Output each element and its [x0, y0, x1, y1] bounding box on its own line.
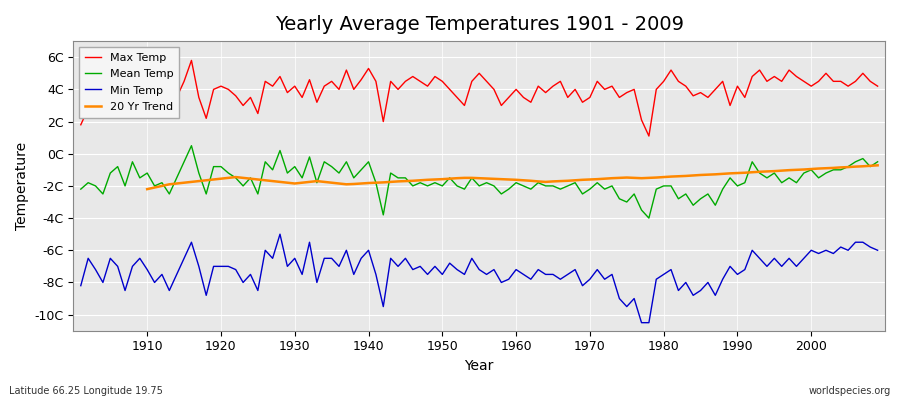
20 Yr Trend: [311, 179, 322, 184]
Min Temp: [134, 256, 145, 261]
Y-axis label: Temperature: Temperature: [15, 142, 29, 230]
Max Temp: [348, 87, 359, 92]
Max Temp: [134, 90, 145, 95]
Min Temp: [518, 272, 529, 277]
Line: Max Temp: Max Temp: [81, 60, 878, 136]
Max Temp: [644, 134, 654, 138]
Mean Temp: [518, 184, 529, 188]
Legend: Max Temp, Mean Temp, Min Temp, 20 Yr Trend: Max Temp, Mean Temp, Min Temp, 20 Yr Tre…: [79, 47, 179, 118]
20 Yr Trend: [835, 165, 846, 170]
Text: worldspecies.org: worldspecies.org: [809, 386, 891, 396]
Min Temp: [348, 272, 359, 277]
Min Temp: [636, 320, 647, 325]
Max Temp: [186, 58, 197, 63]
Max Temp: [510, 87, 521, 92]
Title: Yearly Average Temperatures 1901 - 2009: Yearly Average Temperatures 1901 - 2009: [274, 15, 684, 34]
Line: 20 Yr Trend: 20 Yr Trend: [148, 165, 878, 189]
Max Temp: [872, 84, 883, 88]
20 Yr Trend: [142, 187, 153, 192]
Line: Min Temp: Min Temp: [81, 234, 878, 323]
Mean Temp: [510, 180, 521, 185]
Min Temp: [274, 232, 285, 236]
X-axis label: Year: Year: [464, 359, 494, 373]
Text: Latitude 66.25 Longitude 19.75: Latitude 66.25 Longitude 19.75: [9, 386, 163, 396]
20 Yr Trend: [577, 178, 588, 182]
Mean Temp: [607, 184, 617, 188]
Line: Mean Temp: Mean Temp: [81, 146, 878, 218]
20 Yr Trend: [872, 163, 883, 168]
Min Temp: [76, 283, 86, 288]
Mean Temp: [134, 176, 145, 180]
Mean Temp: [348, 176, 359, 180]
Max Temp: [607, 84, 617, 88]
Max Temp: [76, 122, 86, 127]
20 Yr Trend: [814, 166, 824, 171]
Mean Temp: [644, 216, 654, 220]
Mean Temp: [304, 154, 315, 159]
Mean Temp: [76, 187, 86, 192]
Mean Temp: [186, 143, 197, 148]
Min Temp: [510, 267, 521, 272]
Max Temp: [304, 77, 315, 82]
Min Temp: [607, 272, 617, 277]
20 Yr Trend: [282, 180, 292, 185]
Max Temp: [518, 95, 529, 100]
20 Yr Trend: [518, 178, 529, 183]
Mean Temp: [872, 159, 883, 164]
Min Temp: [872, 248, 883, 253]
Min Temp: [304, 240, 315, 245]
